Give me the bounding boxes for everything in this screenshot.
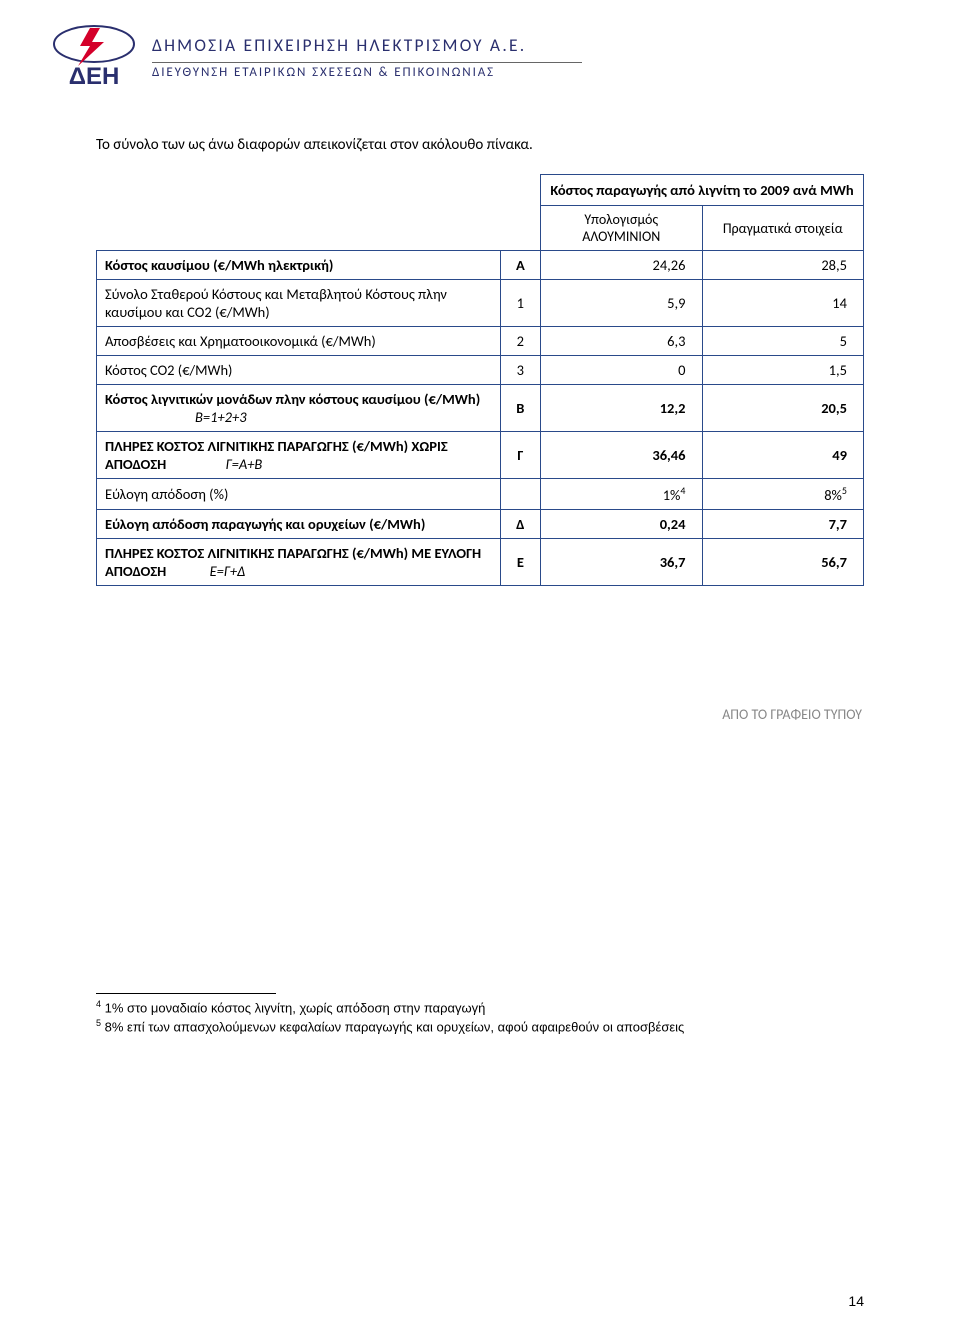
- super-header-cell: Κόστος παραγωγής από λιγνίτη το 2009 ανά…: [541, 175, 864, 206]
- table-row: Κόστος CO2 (€/MWh)301,5: [97, 356, 864, 385]
- row-value-2: 56,7: [702, 538, 864, 585]
- col-header-1: Υπολογισμός ΑΛΟΥΜΙΝΙΟΝ: [541, 206, 702, 251]
- col-header-2: Πραγματικά στοιχεία: [702, 206, 864, 251]
- row-description: ΠΛΗΡΕΣ ΚΟΣΤΟΣ ΛΙΓΝΙΤΙΚΗΣ ΠΑΡΑΓΩΓΗΣ (€/MW…: [97, 538, 501, 585]
- empty-cell: [97, 206, 541, 251]
- row-description: Κόστος CO2 (€/MWh): [97, 356, 501, 385]
- department-name: ΔΙΕΥΘΥΝΣΗ ΕΤΑΙΡΙΚΩΝ ΣΧΕΣΕΩΝ & ΕΠΙΚΟΙΝΩΝΙ…: [152, 65, 582, 80]
- table-row: Σύνολο Σταθερού Κόστους και Μεταβλητού Κ…: [97, 280, 864, 327]
- footnote-separator: [96, 993, 276, 994]
- row-value-1: 24,26: [541, 251, 702, 280]
- row-description: ΠΛΗΡΕΣ ΚΟΣΤΟΣ ΛΙΓΝΙΤΙΚΗΣ ΠΑΡΑΓΩΓΗΣ (€/MW…: [97, 432, 501, 479]
- row-description: Κόστος λιγνιτικών μονάδων πλην κόστους κ…: [97, 385, 501, 432]
- row-value-2: 8%5: [702, 479, 864, 510]
- row-index: 2: [500, 327, 540, 356]
- row-value-2: 28,5: [702, 251, 864, 280]
- row-value-1: 6,3: [541, 327, 702, 356]
- row-value-1: 36,7: [541, 538, 702, 585]
- row-index: Β: [500, 385, 540, 432]
- header-text-block: ΔΗΜΟΣΙΑ ΕΠΙΧΕΙΡΗΣΗ ΗΛΕΚΤΡΙΣΜΟΥ Α.Ε. ΔΙΕΥ…: [152, 24, 582, 80]
- table-super-header-row: Κόστος παραγωγής από λιγνίτη το 2009 ανά…: [97, 175, 864, 206]
- row-index: [500, 479, 540, 510]
- svg-text:ΔEH: ΔEH: [69, 63, 120, 90]
- table-row: Κόστος λιγνιτικών μονάδων πλην κόστους κ…: [97, 385, 864, 432]
- row-description: Κόστος καυσίμου (€/MWh ηλεκτρική): [97, 251, 501, 280]
- row-description: Αποσβέσεις και Χρηματοοικονομικά (€/MWh): [97, 327, 501, 356]
- row-value-2: 49: [702, 432, 864, 479]
- row-value-1: 0,24: [541, 509, 702, 538]
- empty-cell: [97, 175, 541, 206]
- row-index: Ε: [500, 538, 540, 585]
- row-index: Δ: [500, 509, 540, 538]
- footnotes-block: 4 1% στο μοναδιαίο κόστος λιγνίτη, χωρίς…: [96, 998, 864, 1036]
- row-index: 3: [500, 356, 540, 385]
- row-value-2: 1,5: [702, 356, 864, 385]
- row-value-2: 5: [702, 327, 864, 356]
- page-header: ΔEH ΔΗΜΟΣΙΑ ΕΠΙΧΕΙΡΗΣΗ ΗΛΕΚΤΡΙΣΜΟΥ Α.Ε. …: [0, 0, 960, 96]
- row-description: Εύλογη απόδοση παραγωγής και ορυχείων (€…: [97, 509, 501, 538]
- row-index: Γ: [500, 432, 540, 479]
- row-description: Σύνολο Σταθερού Κόστους και Μεταβλητού Κ…: [97, 280, 501, 327]
- table-sub-header-row: Υπολογισμός ΑΛΟΥΜΙΝΙΟΝ Πραγματικά στοιχε…: [97, 206, 864, 251]
- press-office-line: ΑΠΟ ΤΟ ΓΡΑΦΕΙΟ ΤΥΠΟΥ: [96, 706, 864, 723]
- row-value-2: 7,7: [702, 509, 864, 538]
- row-value-1: 1%4: [541, 479, 702, 510]
- intro-paragraph: Το σύνολο των ως άνω διαφορών απεικονίζε…: [96, 136, 864, 154]
- row-value-1: 36,46: [541, 432, 702, 479]
- row-description: Εύλογη απόδοση (%): [97, 479, 501, 510]
- company-name: ΔΗΜΟΣΙΑ ΕΠΙΧΕΙΡΗΣΗ ΗΛΕΚΤΡΙΣΜΟΥ Α.Ε.: [152, 34, 582, 56]
- table-row: ΠΛΗΡΕΣ ΚΟΣΤΟΣ ΛΙΓΝΙΤΙΚΗΣ ΠΑΡΑΓΩΓΗΣ (€/MW…: [97, 432, 864, 479]
- company-logo: ΔEH: [50, 24, 138, 96]
- row-value-1: 12,2: [541, 385, 702, 432]
- page-content: Το σύνολο των ως άνω διαφορών απεικονίζε…: [0, 96, 960, 1036]
- page-number: 14: [848, 1293, 864, 1309]
- table-row: Αποσβέσεις και Χρηματοοικονομικά (€/MWh)…: [97, 327, 864, 356]
- row-value-2: 14: [702, 280, 864, 327]
- footnote-5: 5 8% επί των απασχολούμενων κεφαλαίων πα…: [96, 1017, 864, 1036]
- row-index: Α: [500, 251, 540, 280]
- row-value-1: 0: [541, 356, 702, 385]
- row-index: 1: [500, 280, 540, 327]
- table-row: ΠΛΗΡΕΣ ΚΟΣΤΟΣ ΛΙΓΝΙΤΙΚΗΣ ΠΑΡΑΓΩΓΗΣ (€/MW…: [97, 538, 864, 585]
- table-row: Εύλογη απόδοση παραγωγής και ορυχείων (€…: [97, 509, 864, 538]
- table-row: Εύλογη απόδοση (%) 1%48%5: [97, 479, 864, 510]
- table-row: Κόστος καυσίμου (€/MWh ηλεκτρική)Α24,262…: [97, 251, 864, 280]
- row-value-1: 5,9: [541, 280, 702, 327]
- row-value-2: 20,5: [702, 385, 864, 432]
- header-rule: [152, 62, 582, 63]
- footnote-4: 4 1% στο μοναδιαίο κόστος λιγνίτη, χωρίς…: [96, 998, 864, 1017]
- cost-table: Κόστος παραγωγής από λιγνίτη το 2009 ανά…: [96, 174, 864, 586]
